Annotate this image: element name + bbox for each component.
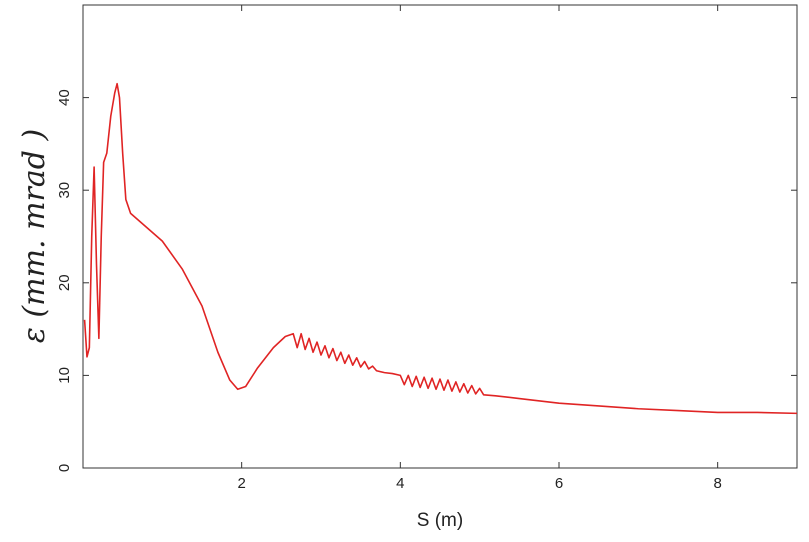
x-tick-label: 8 — [713, 475, 721, 492]
y-tick-label: 20 — [56, 274, 73, 291]
y-tick-label: 10 — [56, 367, 73, 384]
y-axis-label: ε (mm. mrad ) — [17, 129, 52, 343]
y-tick-label: 0 — [56, 464, 73, 472]
plot-frame — [82, 4, 798, 469]
y-tick-label: 30 — [56, 182, 73, 199]
data-line — [83, 82, 798, 415]
x-tick-label: 4 — [396, 475, 404, 492]
x-tick-label: 6 — [555, 475, 563, 492]
x-tick-label: 2 — [237, 475, 245, 492]
x-axis-label: S (m) — [417, 510, 463, 531]
y-tick-label: 40 — [56, 89, 73, 106]
